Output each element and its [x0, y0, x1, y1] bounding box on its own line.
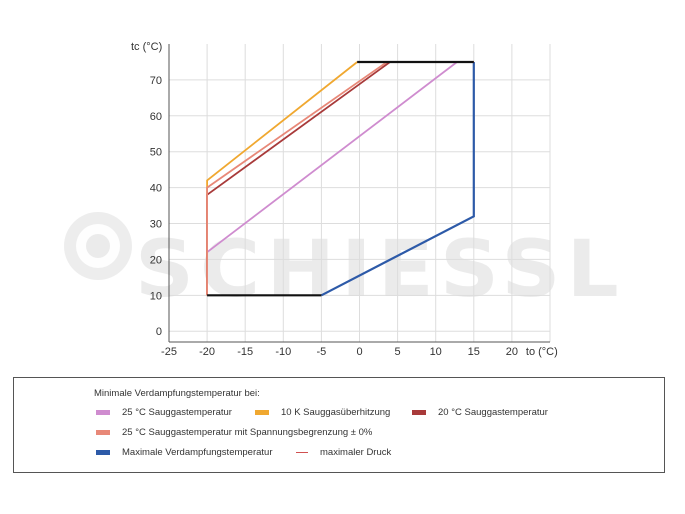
x-tick-label: -10: [275, 346, 291, 358]
x-tick-label: 10: [430, 346, 442, 358]
watermark: SCHIESSL: [64, 212, 625, 315]
legend-swatch: [412, 410, 426, 415]
series-line: [320, 62, 475, 297]
x-tick-label: -15: [237, 346, 253, 358]
series-line: [206, 61, 388, 296]
watermark-logo-icon: [64, 212, 132, 280]
legend-label: maximaler Druck: [320, 447, 392, 458]
x-axis-title: to (°C): [526, 346, 558, 358]
series-line: [206, 61, 458, 253]
legend-item-spannungsbegrenzung: 25 °C Sauggastemperatur mit Spannungsbeg…: [96, 427, 372, 438]
y-tick-label: 30: [150, 219, 162, 231]
y-tick-label: 60: [150, 111, 162, 123]
legend-heading: Minimale Verdampfungstemperatur bei:: [94, 388, 260, 399]
x-tick-label: 20: [506, 346, 518, 358]
x-tick-label: 0: [356, 346, 362, 358]
legend-item-maximaler-druck: maximaler Druck: [296, 447, 391, 458]
x-tick-label: -5: [317, 346, 327, 358]
legend-item-20c-sauggastemperatur: 20 °C Sauggastemperatur: [412, 407, 548, 418]
legend-label: 25 °C Sauggastemperatur: [122, 407, 232, 418]
y-axis-title: tc (°C): [131, 41, 162, 53]
legend-item-25c-sauggastemperatur: 25 °C Sauggastemperatur: [96, 407, 232, 418]
legend-item-maximale-verdampfungstemperatur: Maximale Verdampfungstemperatur: [96, 447, 273, 458]
x-tick-label: 15: [468, 346, 480, 358]
legend-label: Maximale Verdampfungstemperatur: [122, 447, 273, 458]
legend-label: 25 °C Sauggastemperatur mit Spannungsbeg…: [122, 427, 373, 438]
y-tick-label: 70: [150, 75, 162, 87]
legend-label: 20 °C Sauggastemperatur: [438, 407, 548, 418]
watermark-text: SCHIESSL: [135, 225, 625, 315]
legend-label: 10 K Sauggasüberhitzung: [281, 407, 391, 418]
y-tick-label: 50: [150, 147, 162, 159]
y-tick-label: 0: [156, 326, 162, 338]
legend: Minimale Verdampfungstemperatur bei: 25 …: [13, 377, 665, 473]
legend-swatch: [255, 410, 269, 415]
legend-swatch: [96, 410, 110, 415]
x-tick-label: 5: [395, 346, 401, 358]
legend-swatch: [96, 450, 110, 455]
x-tick-label: -25: [161, 346, 177, 358]
legend-swatch: [96, 430, 110, 435]
y-tick-label: 40: [150, 183, 162, 195]
legend-item-10k-sauggasueberhitzung: 10 K Sauggasüberhitzung: [255, 407, 390, 418]
chart: SCHIESSL -25 -20 -15 -10 -5 0 5 10 15 20 0 10 20 30 40…: [64, 41, 625, 358]
series-lines: [206, 60, 475, 297]
y-tick-label: 20: [150, 254, 162, 266]
legend-swatch: [296, 451, 308, 454]
tick-labels: -25 -20 -15 -10 -5 0 5 10 15 20 0 10 20 30 40 50 60 70 tc …: [131, 41, 558, 358]
grid: [169, 44, 551, 342]
y-tick-label: 10: [150, 290, 162, 302]
axes: [168, 44, 550, 343]
x-tick-label: -20: [199, 346, 215, 358]
